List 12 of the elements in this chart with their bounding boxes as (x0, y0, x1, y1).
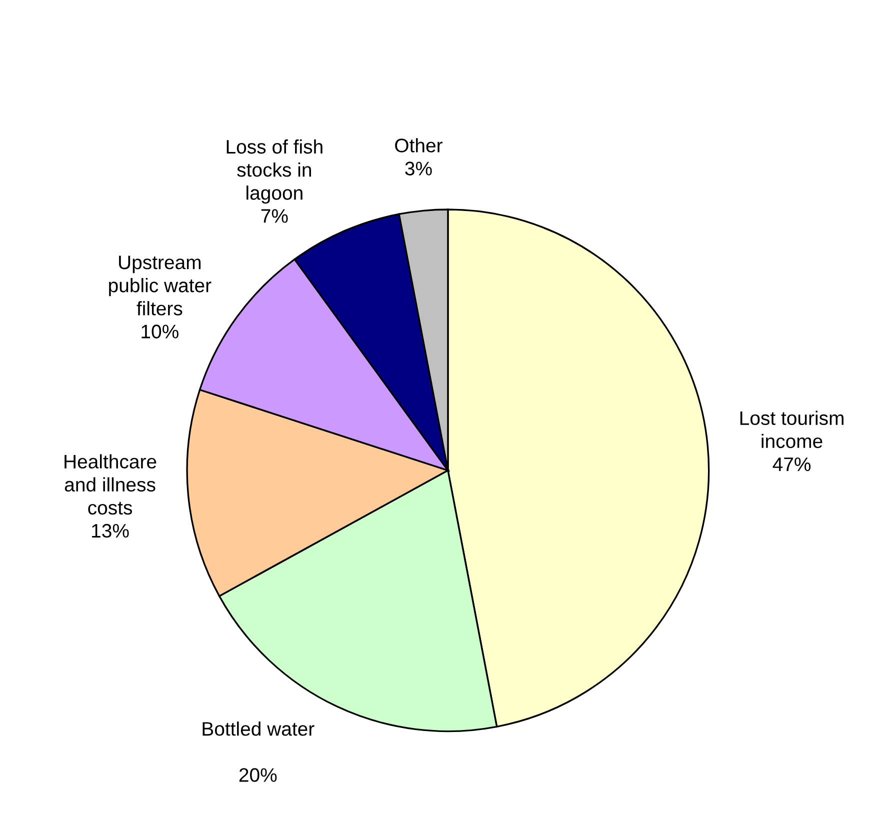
data-label: 7% (261, 209, 288, 223)
data-label: 3% (405, 162, 432, 176)
slice-label: Loss of fish stocks in lagoon (226, 139, 322, 204)
slice-label: Lost tourism income (740, 410, 844, 448)
slice-label: Healthcare and illness costs (64, 454, 156, 515)
data-label: 47% (772, 457, 811, 472)
slice-label: Other (395, 138, 442, 152)
data-label: 20% (239, 768, 277, 782)
data-label: 10% (142, 324, 178, 338)
slice-label: Upstream public water filters (109, 256, 212, 316)
data-label: 13% (92, 524, 129, 538)
slice-label: Bottled water (202, 722, 314, 736)
